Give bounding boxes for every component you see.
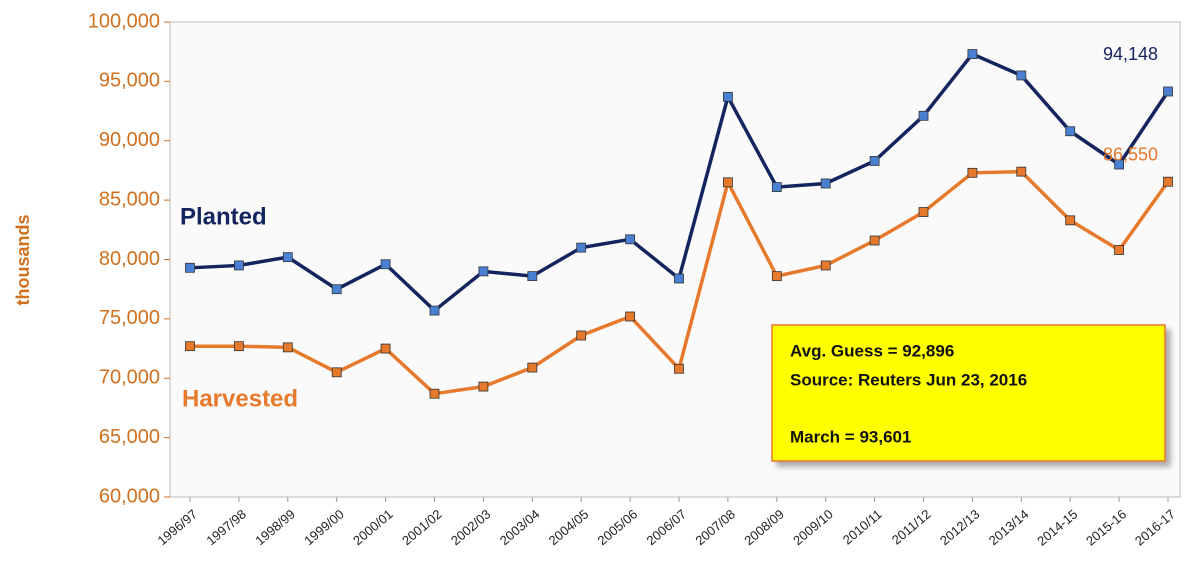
- marker: [674, 363, 684, 374]
- y-tick-label: 65,000: [99, 426, 160, 448]
- marker: [478, 381, 489, 392]
- marker: [771, 271, 782, 282]
- series-label: Planted: [180, 203, 267, 230]
- x-tick-label: 2013/14: [986, 506, 1032, 548]
- marker: [723, 177, 733, 188]
- x-tick-label: 2010/11: [840, 506, 885, 547]
- marker: [527, 362, 538, 373]
- x-tick-label: 1998/99: [252, 506, 298, 548]
- x-tick-label: 2012/13: [937, 506, 983, 548]
- data-label: 86,550: [1103, 144, 1158, 164]
- marker: [1163, 86, 1173, 97]
- marker: [1016, 166, 1027, 177]
- marker: [233, 341, 244, 352]
- x-tick-label: 2004/05: [546, 506, 592, 548]
- marker: [1065, 215, 1076, 226]
- marker: [1163, 176, 1173, 187]
- marker: [185, 341, 195, 352]
- y-tick-label: 80,000: [99, 248, 160, 270]
- marker: [771, 182, 782, 192]
- marker: [380, 259, 391, 270]
- x-tick-label: 2014-15: [1034, 506, 1080, 548]
- x-tick-label: 2001/02: [399, 506, 445, 548]
- marker: [967, 49, 978, 59]
- y-tick-label: 75,000: [99, 307, 160, 329]
- annotation-text: March = 93,601: [790, 427, 911, 446]
- marker: [625, 311, 635, 322]
- y-tick-label: 100,000: [88, 10, 160, 32]
- x-tick-label: 2000/01: [350, 506, 396, 548]
- marker: [233, 260, 244, 271]
- x-tick-label: 2003/04: [497, 506, 543, 548]
- x-tick-label: 2006/07: [643, 506, 689, 548]
- x-tick-label: 2016-17: [1132, 506, 1178, 548]
- marker: [185, 262, 195, 273]
- x-tick-label: 2007/08: [692, 506, 738, 548]
- x-tick-label: 2015-16: [1083, 506, 1129, 548]
- marker: [331, 284, 342, 295]
- marker: [429, 305, 440, 316]
- marker: [576, 330, 587, 341]
- marker: [820, 260, 831, 271]
- marker: [869, 156, 880, 166]
- x-tick-label: 2002/03: [448, 506, 494, 548]
- x-tick-label: 1997/98: [203, 506, 249, 548]
- marker: [918, 207, 929, 217]
- x-tick-label: 1996/97: [154, 506, 200, 548]
- x-tick-label: 2009/10: [790, 506, 836, 548]
- marker: [282, 342, 293, 353]
- series-label: Harvested: [182, 385, 298, 412]
- x-tick-label: 2011/12: [889, 506, 934, 547]
- x-tick-label: 1999/00: [301, 506, 347, 548]
- marker: [869, 235, 880, 246]
- marker: [723, 91, 733, 102]
- data-label: 94,148: [1103, 44, 1158, 64]
- marker: [282, 252, 293, 263]
- marker: [429, 388, 440, 399]
- marker: [674, 273, 684, 284]
- y-tick-label: 95,000: [99, 70, 160, 92]
- annotation-text: Source: Reuters Jun 23, 2016: [790, 370, 1027, 389]
- y-tick-label: 85,000: [99, 188, 160, 210]
- marker: [1114, 245, 1124, 255]
- marker: [576, 242, 587, 253]
- y-tick-label: 90,000: [99, 129, 160, 151]
- x-tick-label: 2005/06: [595, 506, 641, 548]
- x-tick-label: 2008/09: [741, 506, 787, 548]
- y-axis-label: thousands: [13, 214, 33, 305]
- marker: [331, 367, 342, 378]
- marker: [1114, 159, 1124, 170]
- marker: [1065, 126, 1076, 137]
- marker: [527, 271, 538, 282]
- marker: [967, 167, 978, 178]
- annotation-text: Avg. Guess = 92,896: [790, 341, 954, 360]
- marker: [478, 266, 489, 277]
- marker: [380, 343, 391, 354]
- marker: [1016, 70, 1027, 81]
- marker: [625, 234, 635, 245]
- marker: [918, 110, 929, 121]
- y-tick-label: 70,000: [99, 367, 160, 389]
- annotation-box: [771, 324, 1166, 462]
- marker: [820, 178, 831, 189]
- y-tick-label: 60,000: [99, 485, 160, 507]
